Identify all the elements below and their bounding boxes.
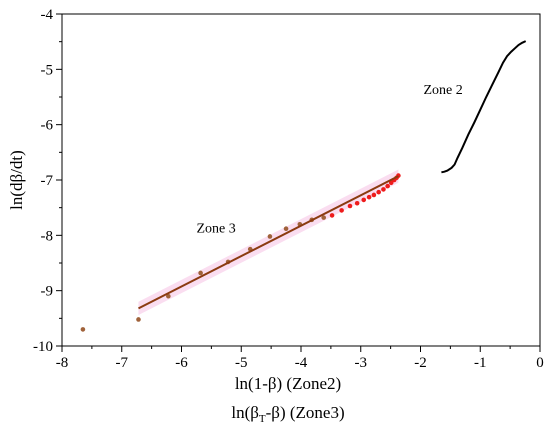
zone3-point — [321, 215, 327, 220]
x-tick-label: -1 — [474, 355, 487, 371]
zone3-red-point — [361, 197, 367, 203]
data-marks: Zone 2 Zone 3 — [80, 40, 527, 332]
zone3-point — [80, 327, 86, 332]
zone2-curve — [441, 40, 527, 174]
zone3-red-point — [381, 187, 386, 192]
zone3-fit-line — [138, 175, 399, 310]
x-axis-title: ln(1-β) (Zone2) — [235, 374, 341, 393]
axes — [61, 13, 541, 347]
x-tick-label: -7 — [116, 355, 129, 371]
zone-annotation: Zone 2 — [423, 83, 462, 98]
zone3-red-point — [371, 192, 377, 198]
x-axis-title-2-main: ln(β — [231, 403, 259, 422]
zone3-point — [166, 293, 171, 299]
y-tick-label: -9 — [41, 284, 54, 300]
zone-annotation: Zone 3 — [196, 222, 235, 237]
x-tick-label: -5 — [235, 355, 248, 371]
zone3-red-point — [354, 200, 360, 206]
x-axis-title-2-sub: T — [259, 413, 266, 425]
ticks: -8 -7 -6 -5 -4 -3 -2 -1 0-4-5-6-7-8-9-10 — [33, 7, 544, 371]
x-tick-label: -3 — [355, 355, 368, 371]
y-tick-label: -6 — [41, 118, 54, 134]
y-tick-label: -5 — [41, 62, 54, 78]
x-tick-label: -6 — [175, 355, 188, 371]
x-tick-label: 0 — [536, 355, 544, 371]
zone3-red-point — [376, 189, 381, 195]
y-axis-title: ln(dβ/dt) — [7, 150, 26, 210]
zone3-red-point — [366, 194, 372, 200]
y-tick-label: -4 — [41, 7, 54, 23]
x-axis-title-2: ln(βT-β) (Zone3) — [231, 403, 344, 425]
zone3-point — [283, 226, 289, 231]
zone3-red-point — [329, 213, 335, 218]
zone3-red-point — [347, 203, 353, 209]
x-tick-label: -8 — [56, 355, 69, 371]
zone3-red-point — [385, 183, 390, 189]
zone3-point — [198, 270, 203, 276]
x-tick-label: -2 — [414, 355, 427, 371]
y-tick-label: -7 — [41, 173, 54, 189]
plot-frame — [61, 13, 541, 347]
y-tick-label: -8 — [41, 228, 54, 244]
labels: ln(dβ/dt) ln(1-β) (Zone2) ln(βT-β) (Zone… — [7, 150, 345, 425]
x-axis-title-2-tail: -β) (Zone3) — [266, 403, 345, 422]
zone3-point — [267, 234, 273, 239]
y-tick-label: -10 — [33, 339, 53, 355]
zone3-point — [136, 317, 141, 322]
x-tick-label: -4 — [295, 355, 308, 371]
zone3-red-point — [388, 180, 394, 186]
zone3-red-point — [339, 208, 344, 213]
